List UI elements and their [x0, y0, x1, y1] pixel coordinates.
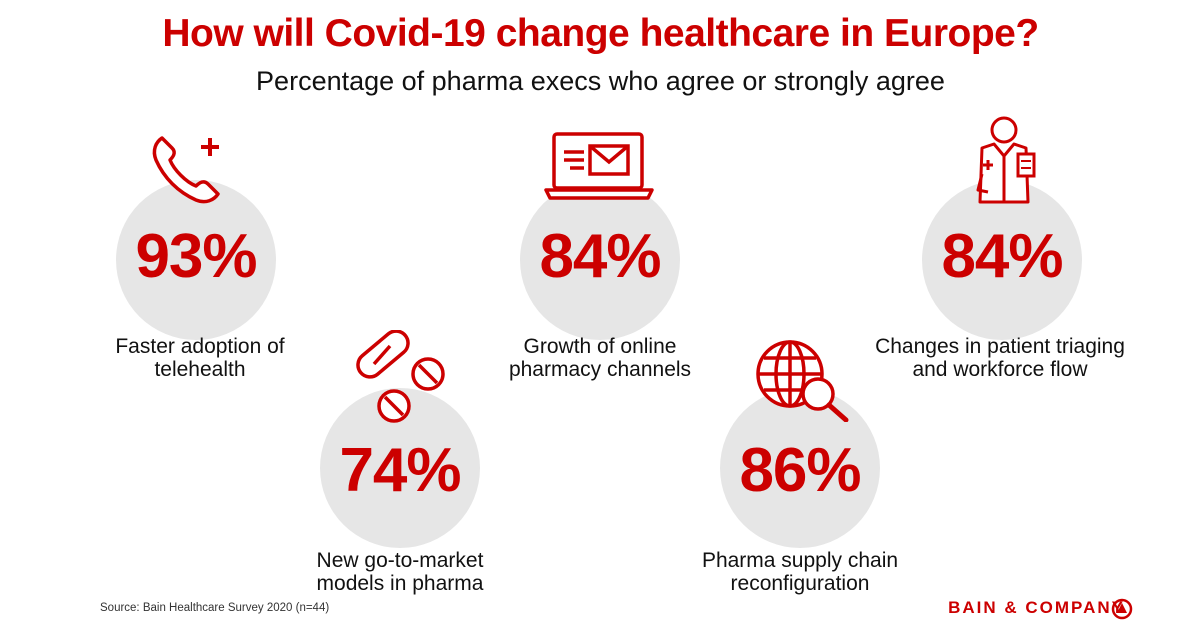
stat-circle	[922, 180, 1082, 340]
stat-value: 86%	[739, 436, 861, 505]
stat-value: 84%	[941, 222, 1063, 291]
stat-circle	[116, 180, 276, 340]
stat-label-line: reconfiguration	[730, 572, 870, 595]
chart-subtitle: Percentage of pharma execs who agree or …	[256, 66, 945, 96]
source-note: Source: Bain Healthcare Survey 2020 (n=4…	[100, 602, 330, 614]
stat-label-line: telehealth	[154, 358, 246, 381]
stat-label: New go-to-market models in pharma	[250, 549, 550, 595]
stat-label-line: Faster adoption of	[115, 335, 285, 358]
pills-icon	[356, 330, 445, 423]
bain-logo-icon	[1111, 598, 1133, 620]
stat-label-line: pharmacy channels	[508, 358, 692, 381]
stat-label: Faster adoption of telehealth	[50, 335, 350, 381]
laptop-mail-icon	[544, 132, 654, 200]
stat-label-line: Changes in patient triaging	[875, 335, 1125, 358]
stat-label-line: Pharma supply chain	[701, 549, 899, 572]
stat-value: 74%	[339, 436, 461, 505]
doctor-icon	[976, 116, 1036, 204]
stat-circle	[720, 388, 880, 548]
stat-label-line: Growth of online	[523, 335, 677, 358]
stat-label: Growth of online pharmacy channels	[450, 335, 750, 381]
chart-title: How will Covid-19 change healthcare in E…	[162, 12, 1039, 55]
stat-label: Pharma supply chain reconfiguration	[650, 549, 950, 595]
stat-label-line: New go-to-market	[316, 549, 484, 572]
stat-label-line: and workforce flow	[912, 358, 1088, 381]
phone-plus-icon	[152, 136, 220, 204]
stat-value: 84%	[539, 222, 661, 291]
globe-search-icon	[756, 340, 849, 422]
stat-label: Changes in patient triaging and workforc…	[850, 335, 1150, 381]
stat-circle	[520, 180, 680, 340]
brand-wordmark: BAIN & COMPANY	[948, 598, 1125, 617]
stat-value: 93%	[135, 222, 257, 291]
stat-label-line: models in pharma	[316, 572, 484, 595]
